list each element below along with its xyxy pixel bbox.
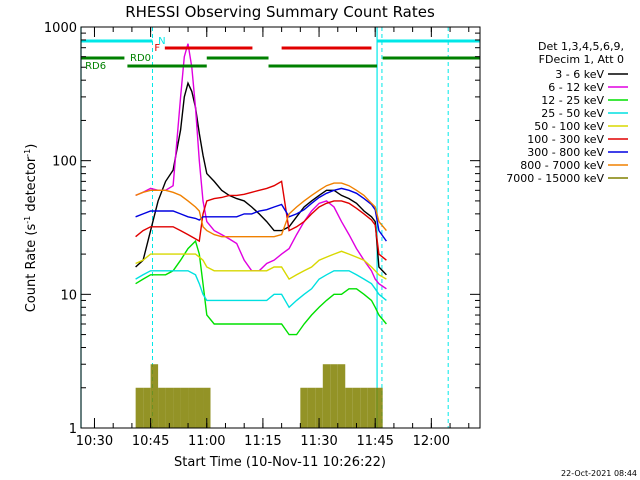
series-5-line <box>135 180 387 261</box>
series-8-bar-8 <box>195 387 204 428</box>
legend-header-1: FDecim 1, Att 0 <box>539 53 624 66</box>
legend-header-0: Det 1,3,4,5,6,9, <box>538 40 624 53</box>
series-8-bar-31 <box>367 387 376 428</box>
series-8-bar-23 <box>307 387 316 428</box>
legend-label-0: 3 - 6 keV <box>555 68 604 81</box>
flag-rd0-label: RD0 <box>130 53 151 64</box>
series-8-bar-32 <box>375 387 383 428</box>
flag-f: F <box>154 43 372 54</box>
x-tick-label-4: 11:30 <box>300 434 337 449</box>
series-8-bar-27 <box>337 364 346 428</box>
flag-n-label: N <box>158 36 165 47</box>
x-tick-label-0: 10:30 <box>76 434 113 449</box>
series-3-line <box>135 270 387 309</box>
y-tick-label-3: 1000 <box>44 21 77 36</box>
series-8-bar-5 <box>173 387 181 428</box>
series-8-bar-4 <box>165 387 174 428</box>
series-8-bar-25 <box>322 364 331 428</box>
legend-label-7: 800 - 7000 keV <box>520 159 604 172</box>
legend-label-4: 50 - 100 keV <box>534 120 604 133</box>
series-0-line <box>135 81 387 276</box>
series-8-bar-29 <box>352 387 361 428</box>
legend: Det 1,3,4,5,6,9,FDecim 1, Att 0 3 - 6 keV… <box>506 40 628 185</box>
series-2-line <box>135 239 387 336</box>
series-8 <box>135 364 383 428</box>
series-8-bar-24 <box>315 387 323 428</box>
series-8-bar-0 <box>135 387 144 428</box>
series-0 <box>135 81 387 276</box>
legend-label-6: 300 - 800 keV <box>527 146 604 159</box>
y-tick-label-2: 100 <box>52 155 77 170</box>
series-7-line <box>135 182 387 238</box>
x-tick-label-3: 11:15 <box>244 434 281 449</box>
legend-label-1: 6 - 12 keV <box>548 81 604 94</box>
flag-rd6: RD6 <box>85 61 378 72</box>
series-8-bar-2 <box>150 364 159 428</box>
svg-text:Count Rate (s-1 detector-1): Count Rate (s-1 detector-1) <box>23 144 39 313</box>
legend-label-2: 12 - 25 keV <box>541 94 604 107</box>
x-tick-label-1: 10:45 <box>132 434 169 449</box>
legend-label-3: 25 - 50 keV <box>541 107 604 120</box>
series-8-bar-26 <box>330 364 338 428</box>
series-8-bar-1 <box>143 387 151 428</box>
chart-title: RHESSI Observing Summary Count Rates <box>125 3 435 21</box>
flag-n: N <box>81 36 480 47</box>
y-tick-label-0: 1 <box>69 422 77 437</box>
data-layer <box>80 27 449 428</box>
series-7 <box>135 182 387 238</box>
series-8-bar-22 <box>300 387 308 428</box>
x-axis-label: Start Time (10-Nov-11 10:26:22) <box>174 455 386 470</box>
series-2 <box>135 239 387 336</box>
legend-label-8: 7000 - 15000 keV <box>506 172 604 185</box>
generation-timestamp: 22-Oct-2021 08:44 <box>561 469 637 478</box>
legend-label-5: 100 - 300 keV <box>527 133 604 146</box>
series-3 <box>135 270 387 309</box>
axes: 1 10 100 1000 10:30 10:45 11:00 11:15 11:30 11:45… <box>44 21 481 449</box>
x-tick-label-6: 12:00 <box>413 434 450 449</box>
y-tick-label-1: 10 <box>60 288 77 303</box>
series-4 <box>135 250 387 281</box>
series-8-bar-3 <box>158 387 166 428</box>
series-6 <box>135 187 387 242</box>
x-tick-label-2: 11:00 <box>188 434 225 449</box>
series-8-bar-9 <box>203 387 211 428</box>
flag-rd6-label: RD6 <box>85 61 106 72</box>
x-tick-label-5: 11:45 <box>356 434 393 449</box>
plot-frame <box>80 26 481 429</box>
series-8-bar-7 <box>188 387 196 428</box>
series-8-bar-6 <box>180 387 189 428</box>
series-8-bar-30 <box>360 387 368 428</box>
series-4-line <box>135 250 387 281</box>
series-5 <box>135 180 387 261</box>
series-8-bar-28 <box>345 387 353 428</box>
y-axis-label: Count Rate (s-1 detector-1) <box>23 144 39 313</box>
series-6-line <box>135 187 387 242</box>
flag-f-label: F <box>154 43 160 54</box>
flag-rd0: RD0 <box>81 53 480 64</box>
